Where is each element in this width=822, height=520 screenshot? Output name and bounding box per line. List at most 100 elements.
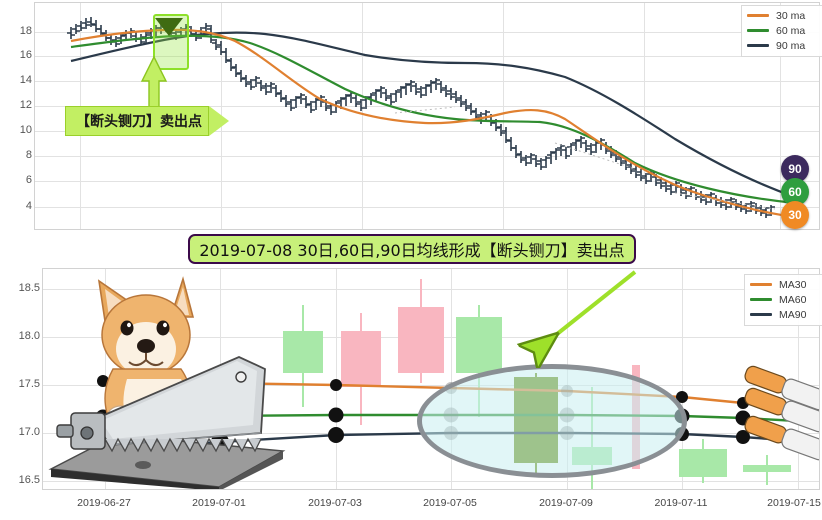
callout-label: 【断头铡刀】卖出点	[76, 114, 202, 130]
y-tick: 10	[19, 124, 32, 136]
ma30-marker	[97, 375, 109, 387]
ma90-swatch	[747, 44, 769, 47]
legend-item-ma60: MA60	[750, 292, 822, 307]
top-chart-y-axis: 18 16 14 12 10 8 6 4	[0, 0, 32, 232]
sell-point-callout: 【断头铡刀】卖出点	[65, 106, 229, 136]
y-tick: 17.0	[18, 426, 40, 438]
badge-label: 60	[788, 185, 802, 199]
candle-body	[341, 331, 381, 387]
candle-body	[456, 317, 502, 373]
x-tick: 2019-07-15	[767, 497, 821, 509]
x-tick: 2019-07-05	[423, 497, 477, 509]
legend-item-ma30: MA30	[750, 277, 822, 292]
top-chart-panel: 18 16 14 12 10 8 6 4	[0, 0, 822, 232]
x-tick: 2019-06-27	[77, 497, 131, 509]
gridline	[43, 289, 819, 290]
badge-ma30: 30	[781, 201, 809, 229]
ma30-marker	[676, 391, 688, 403]
candle-2019-07-05	[456, 269, 502, 489]
x-tick: 2019-07-11	[654, 497, 708, 509]
badge-label: 90	[788, 162, 802, 176]
y-tick: 6	[25, 174, 32, 186]
candle-2019-07-12	[743, 269, 791, 489]
candle-body	[743, 465, 791, 472]
legend-item-ma90: MA90	[750, 307, 822, 322]
y-tick: 16.5	[18, 474, 40, 486]
gridline	[35, 106, 819, 107]
x-tick: 2019-07-09	[539, 497, 593, 509]
gridline	[35, 207, 819, 208]
gridline	[35, 156, 819, 157]
ma30-swatch	[750, 283, 772, 286]
candle-2019-07-11	[679, 269, 727, 489]
gridline	[35, 131, 819, 132]
ma60-marker	[328, 407, 344, 423]
gridline	[780, 3, 781, 229]
candle-body	[398, 307, 444, 373]
top-chart-legend: 30 ma 60 ma 90 ma	[741, 5, 822, 57]
legend-label: 30 ma	[776, 9, 806, 22]
gridline	[43, 385, 819, 386]
candle-2019-07-02	[283, 269, 323, 489]
ma30-line	[70, 28, 796, 219]
candle-body	[283, 331, 323, 373]
gridline	[43, 481, 819, 482]
corgi-guillotine-illustration	[48, 276, 286, 489]
gridline	[451, 269, 452, 489]
ma90-marker	[328, 427, 344, 443]
badge-label: 30	[788, 208, 802, 222]
candle-body	[679, 449, 727, 477]
y-tick: 16	[19, 49, 32, 61]
ma60-swatch	[750, 298, 772, 301]
banner-to-ellipse-arrow-icon	[513, 270, 637, 368]
x-tick: 2019-07-03	[308, 497, 362, 509]
y-tick: 18.5	[18, 282, 40, 294]
legend-item-ma30: 30 ma	[747, 8, 822, 23]
gridline	[35, 32, 819, 33]
blade-endcap-icons	[744, 365, 819, 461]
callout-arrow-tip	[209, 106, 229, 136]
signal-banner-text: 2019-07-08 30日,60日,90日均线形成【断头铡刀】卖出点	[199, 241, 625, 260]
bottom-chart-plot-area	[42, 268, 820, 490]
badge-ma90: 90	[781, 155, 809, 183]
y-tick: 14	[19, 74, 32, 86]
legend-label: MA60	[779, 293, 807, 306]
signal-banner: 2019-07-08 30日,60日,90日均线形成【断头铡刀】卖出点	[188, 234, 636, 264]
y-tick: 12	[19, 99, 32, 111]
x-tick: 2019-07-01	[192, 497, 246, 509]
y-tick: 17.5	[18, 378, 40, 390]
gridline	[503, 3, 504, 229]
gridline	[35, 56, 819, 57]
gridline	[35, 181, 819, 182]
legend-item-ma90: 90 ma	[747, 38, 822, 53]
dotted-guides	[394, 106, 776, 210]
guillotine-icon	[48, 356, 286, 489]
legend-label: 60 ma	[776, 24, 806, 37]
ohlc-bars	[67, 17, 775, 218]
legend-item-ma60: 60 ma	[747, 23, 822, 38]
y-tick: 8	[25, 149, 32, 161]
gridline	[35, 81, 819, 82]
ma30-swatch	[747, 14, 769, 17]
y-tick: 4	[25, 200, 32, 212]
ma30-marker	[330, 379, 342, 391]
bottom-chart-x-axis: 2019-06-27 2019-07-01 2019-07-03 2019-07…	[42, 494, 821, 516]
legend-label: MA30	[779, 278, 807, 291]
candle-2019-07-03	[341, 269, 381, 489]
ma90-marker	[736, 430, 750, 444]
bottom-chart-legend: MA30 MA60 MA90	[744, 274, 822, 326]
legend-label: 90 ma	[776, 39, 806, 52]
ma60-swatch	[747, 29, 769, 32]
callout-body: 【断头铡刀】卖出点	[65, 106, 209, 136]
gridline	[682, 269, 683, 489]
y-tick: 18.0	[18, 330, 40, 342]
gridline	[798, 269, 799, 489]
ma60-line	[70, 34, 796, 205]
bottom-chart-panel: 18.5 18.0 17.5 17.0 16.5	[0, 266, 822, 520]
bottom-chart-y-axis: 18.5 18.0 17.5 17.0 16.5	[0, 266, 40, 520]
ma90-swatch	[750, 313, 772, 316]
candle-2019-07-04	[398, 269, 444, 489]
signal-down-triangle-icon	[155, 18, 183, 36]
crossover-highlight-ellipse	[417, 364, 687, 478]
